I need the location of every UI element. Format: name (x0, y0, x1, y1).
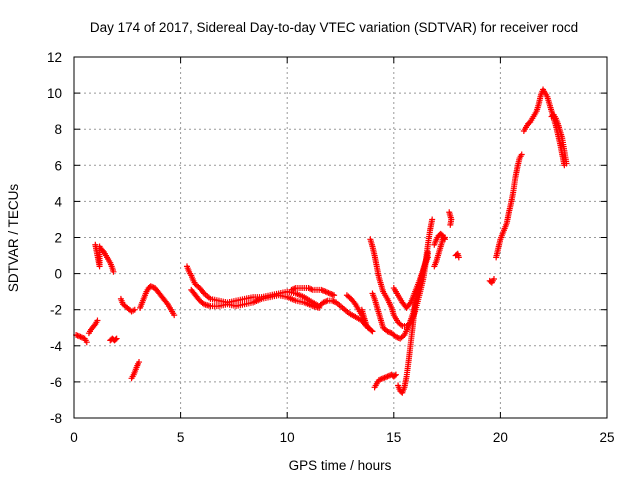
data-point (131, 306, 138, 313)
data-point (455, 254, 462, 261)
x-tick-label: 20 (493, 430, 508, 445)
x-tick-label: 5 (177, 430, 185, 445)
data-point (518, 151, 525, 158)
data-point (91, 322, 98, 329)
y-tick-label: 8 (54, 122, 62, 137)
data-point (110, 268, 117, 275)
x-tick-label: 0 (70, 430, 78, 445)
data-point (289, 286, 296, 293)
data-point (94, 317, 101, 324)
data-point (429, 216, 436, 223)
y-tick-label: 2 (54, 231, 62, 246)
y-tick-label: -6 (50, 375, 62, 390)
data-point (331, 292, 338, 299)
data-point (171, 312, 178, 319)
y-tick-labels: -8 -6 -4 -2 0 2 4 6 8 10 12 (47, 50, 63, 426)
data-point (99, 247, 106, 254)
y-tick-label: 12 (47, 50, 62, 65)
data-point (563, 160, 570, 167)
data-point (351, 299, 358, 306)
y-tick-label: 10 (47, 86, 62, 101)
data-point (391, 372, 398, 379)
data-point (406, 300, 413, 307)
data-point (308, 286, 315, 293)
data-point (365, 324, 372, 331)
data-point (392, 371, 399, 378)
data-point (424, 254, 431, 261)
chart-title: Day 174 of 2017, Sidereal Day-to-day VTE… (90, 20, 578, 35)
data-point (163, 299, 170, 306)
data-point (83, 339, 90, 346)
data-point (368, 327, 375, 334)
x-tick-label: 10 (280, 430, 295, 445)
data-point (113, 335, 120, 342)
data-point (112, 336, 119, 343)
plot-frame (73, 56, 608, 419)
x-tick-label: 25 (599, 430, 614, 445)
data-point (199, 289, 206, 296)
data-point (306, 285, 313, 292)
y-tick-label: -4 (50, 339, 62, 354)
data-point (369, 328, 376, 335)
y-tick-label: 6 (54, 158, 62, 173)
data-points (73, 86, 570, 396)
data-point (136, 359, 143, 366)
data-point (491, 276, 498, 283)
grid-lines (73, 56, 608, 419)
data-point (441, 236, 448, 243)
x-axis-label: GPS time / hours (289, 458, 392, 473)
data-point (447, 221, 454, 228)
y-tick-label: -8 (50, 411, 62, 426)
y-tick-label: 4 (54, 194, 62, 209)
x-tick-label: 15 (386, 430, 401, 445)
x-tick-labels: 0 5 10 15 20 25 (70, 430, 614, 445)
data-point (291, 285, 298, 292)
y-tick-label: -2 (50, 303, 62, 318)
data-point (316, 304, 323, 311)
y-axis-label: SDTVAR / TECUs (6, 184, 21, 293)
y-tick-label: 0 (54, 267, 62, 282)
